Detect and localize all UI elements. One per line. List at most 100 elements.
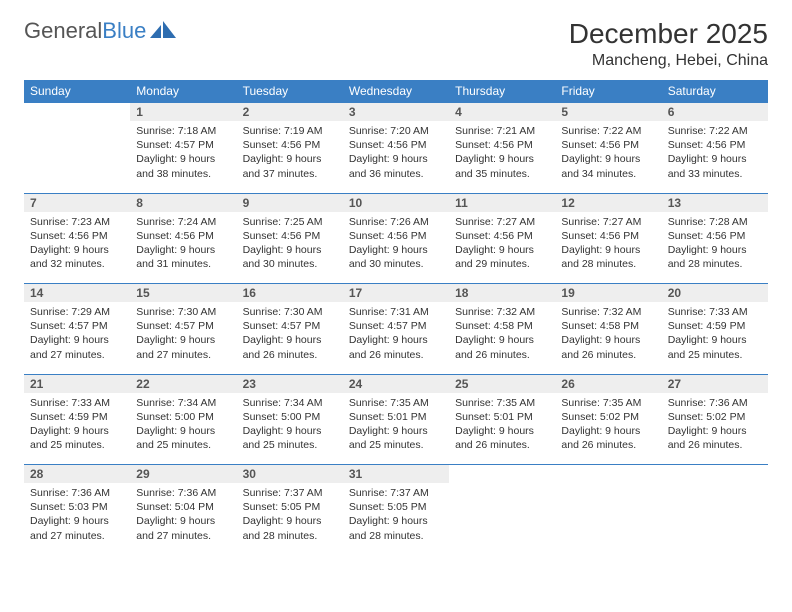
sail-icon <box>150 21 176 39</box>
day-number-cell: 28 <box>24 465 130 484</box>
day-number-cell <box>662 465 768 484</box>
day-detail-cell <box>449 483 555 555</box>
calendar-head: SundayMondayTuesdayWednesdayThursdayFrid… <box>24 80 768 103</box>
sunrise-line: Sunrise: 7:37 AM <box>243 486 337 500</box>
day-detail-cell: Sunrise: 7:37 AMSunset: 5:05 PMDaylight:… <box>343 483 449 555</box>
sunrise-line: Sunrise: 7:33 AM <box>30 396 124 410</box>
day-detail-cell <box>24 121 130 193</box>
sunset-line: Sunset: 4:56 PM <box>668 138 762 152</box>
day-number-cell: 9 <box>237 193 343 212</box>
calendar-body: 123456Sunrise: 7:18 AMSunset: 4:57 PMDay… <box>24 103 768 556</box>
detail-row: Sunrise: 7:23 AMSunset: 4:56 PMDaylight:… <box>24 212 768 284</box>
sunset-line: Sunset: 5:02 PM <box>668 410 762 424</box>
weekday-header: Thursday <box>449 80 555 103</box>
daylight-line: Daylight: 9 hours and 26 minutes. <box>561 424 655 452</box>
daylight-line: Daylight: 9 hours and 28 minutes. <box>668 243 762 271</box>
daylight-line: Daylight: 9 hours and 26 minutes. <box>455 424 549 452</box>
daylight-line: Daylight: 9 hours and 36 minutes. <box>349 152 443 180</box>
daylight-line: Daylight: 9 hours and 27 minutes. <box>136 333 230 361</box>
day-detail-cell: Sunrise: 7:34 AMSunset: 5:00 PMDaylight:… <box>237 393 343 465</box>
day-number-cell <box>555 465 661 484</box>
sunset-line: Sunset: 4:57 PM <box>349 319 443 333</box>
day-detail-cell: Sunrise: 7:30 AMSunset: 4:57 PMDaylight:… <box>237 302 343 374</box>
daynum-row: 21222324252627 <box>24 374 768 393</box>
daylight-line: Daylight: 9 hours and 30 minutes. <box>243 243 337 271</box>
day-number-cell: 29 <box>130 465 236 484</box>
sunset-line: Sunset: 4:56 PM <box>349 138 443 152</box>
sunrise-line: Sunrise: 7:19 AM <box>243 124 337 138</box>
day-number-cell <box>449 465 555 484</box>
sunset-line: Sunset: 4:57 PM <box>30 319 124 333</box>
detail-row: Sunrise: 7:33 AMSunset: 4:59 PMDaylight:… <box>24 393 768 465</box>
day-number-cell: 20 <box>662 284 768 303</box>
sunrise-line: Sunrise: 7:31 AM <box>349 305 443 319</box>
sunset-line: Sunset: 4:57 PM <box>136 319 230 333</box>
daylight-line: Daylight: 9 hours and 33 minutes. <box>668 152 762 180</box>
day-detail-cell: Sunrise: 7:22 AMSunset: 4:56 PMDaylight:… <box>555 121 661 193</box>
sunrise-line: Sunrise: 7:24 AM <box>136 215 230 229</box>
daylight-line: Daylight: 9 hours and 27 minutes. <box>30 333 124 361</box>
daylight-line: Daylight: 9 hours and 26 minutes. <box>455 333 549 361</box>
brand-general: General <box>24 18 102 43</box>
sunrise-line: Sunrise: 7:22 AM <box>561 124 655 138</box>
sunset-line: Sunset: 4:57 PM <box>136 138 230 152</box>
daylight-line: Daylight: 9 hours and 25 minutes. <box>349 424 443 452</box>
page-header: GeneralBlue December 2025 Mancheng, Hebe… <box>24 18 768 70</box>
sunset-line: Sunset: 5:00 PM <box>243 410 337 424</box>
day-number-cell: 6 <box>662 103 768 122</box>
daylight-line: Daylight: 9 hours and 26 minutes. <box>668 424 762 452</box>
detail-row: Sunrise: 7:36 AMSunset: 5:03 PMDaylight:… <box>24 483 768 555</box>
daylight-line: Daylight: 9 hours and 26 minutes. <box>349 333 443 361</box>
day-number-cell: 26 <box>555 374 661 393</box>
day-detail-cell: Sunrise: 7:25 AMSunset: 4:56 PMDaylight:… <box>237 212 343 284</box>
day-detail-cell: Sunrise: 7:21 AMSunset: 4:56 PMDaylight:… <box>449 121 555 193</box>
day-number-cell: 7 <box>24 193 130 212</box>
day-number-cell: 18 <box>449 284 555 303</box>
sunrise-line: Sunrise: 7:37 AM <box>349 486 443 500</box>
sunrise-line: Sunrise: 7:29 AM <box>30 305 124 319</box>
weekday-header: Friday <box>555 80 661 103</box>
day-detail-cell: Sunrise: 7:23 AMSunset: 4:56 PMDaylight:… <box>24 212 130 284</box>
day-detail-cell: Sunrise: 7:19 AMSunset: 4:56 PMDaylight:… <box>237 121 343 193</box>
daylight-line: Daylight: 9 hours and 34 minutes. <box>561 152 655 180</box>
day-detail-cell: Sunrise: 7:28 AMSunset: 4:56 PMDaylight:… <box>662 212 768 284</box>
day-number-cell: 22 <box>130 374 236 393</box>
daylight-line: Daylight: 9 hours and 26 minutes. <box>561 333 655 361</box>
sunrise-line: Sunrise: 7:27 AM <box>455 215 549 229</box>
sunset-line: Sunset: 4:56 PM <box>136 229 230 243</box>
daylight-line: Daylight: 9 hours and 28 minutes. <box>561 243 655 271</box>
sunrise-line: Sunrise: 7:33 AM <box>668 305 762 319</box>
month-title: December 2025 <box>569 18 768 50</box>
daylight-line: Daylight: 9 hours and 31 minutes. <box>136 243 230 271</box>
day-detail-cell: Sunrise: 7:27 AMSunset: 4:56 PMDaylight:… <box>449 212 555 284</box>
daylight-line: Daylight: 9 hours and 28 minutes. <box>243 514 337 542</box>
day-detail-cell: Sunrise: 7:35 AMSunset: 5:02 PMDaylight:… <box>555 393 661 465</box>
sunrise-line: Sunrise: 7:28 AM <box>668 215 762 229</box>
daylight-line: Daylight: 9 hours and 27 minutes. <box>30 514 124 542</box>
daynum-row: 78910111213 <box>24 193 768 212</box>
day-number-cell: 30 <box>237 465 343 484</box>
day-detail-cell: Sunrise: 7:32 AMSunset: 4:58 PMDaylight:… <box>449 302 555 374</box>
sunrise-line: Sunrise: 7:30 AM <box>136 305 230 319</box>
sunset-line: Sunset: 4:58 PM <box>455 319 549 333</box>
detail-row: Sunrise: 7:18 AMSunset: 4:57 PMDaylight:… <box>24 121 768 193</box>
calendar-table: SundayMondayTuesdayWednesdayThursdayFrid… <box>24 80 768 555</box>
sunset-line: Sunset: 4:56 PM <box>668 229 762 243</box>
day-detail-cell: Sunrise: 7:36 AMSunset: 5:03 PMDaylight:… <box>24 483 130 555</box>
day-detail-cell: Sunrise: 7:33 AMSunset: 4:59 PMDaylight:… <box>662 302 768 374</box>
day-detail-cell: Sunrise: 7:36 AMSunset: 5:02 PMDaylight:… <box>662 393 768 465</box>
sunrise-line: Sunrise: 7:30 AM <box>243 305 337 319</box>
sunrise-line: Sunrise: 7:36 AM <box>668 396 762 410</box>
day-number-cell: 5 <box>555 103 661 122</box>
sunset-line: Sunset: 4:56 PM <box>243 229 337 243</box>
day-detail-cell: Sunrise: 7:29 AMSunset: 4:57 PMDaylight:… <box>24 302 130 374</box>
sunrise-line: Sunrise: 7:32 AM <box>455 305 549 319</box>
sunset-line: Sunset: 5:01 PM <box>349 410 443 424</box>
sunset-line: Sunset: 4:56 PM <box>455 138 549 152</box>
daylight-line: Daylight: 9 hours and 26 minutes. <box>243 333 337 361</box>
day-number-cell: 8 <box>130 193 236 212</box>
day-number-cell: 16 <box>237 284 343 303</box>
day-number-cell: 15 <box>130 284 236 303</box>
day-detail-cell: Sunrise: 7:33 AMSunset: 4:59 PMDaylight:… <box>24 393 130 465</box>
daylight-line: Daylight: 9 hours and 37 minutes. <box>243 152 337 180</box>
